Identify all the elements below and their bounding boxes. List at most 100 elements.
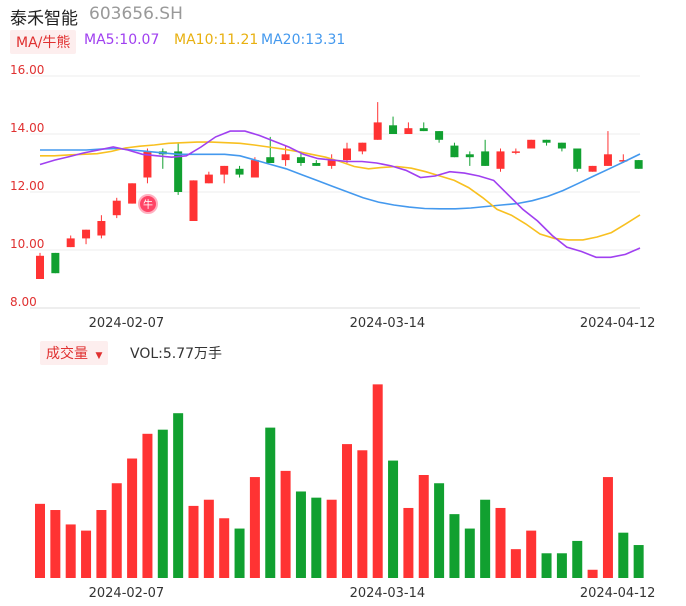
volume-bar (326, 499, 337, 578)
volume-bar (342, 444, 352, 578)
price-tick-label: 14.00 (10, 121, 44, 135)
candle-body (220, 165, 229, 175)
volume-bar (526, 530, 537, 578)
ma20-line (40, 147, 641, 210)
price-tick-label: 8.00 (10, 295, 37, 309)
volume-bar (633, 545, 644, 578)
candle-body (112, 200, 121, 216)
volume-bar (173, 413, 184, 578)
volume-bar (219, 518, 230, 578)
volume-toggle-label: 成交量 (46, 346, 88, 362)
candle-body (435, 131, 444, 140)
volume-bar (127, 458, 138, 578)
candle-body (36, 255, 44, 279)
ma20-legend: MA20:13.31 (261, 32, 346, 48)
ma5-line (39, 130, 641, 259)
candle-body (603, 154, 612, 166)
date-tick-label: 2024-02-07 (89, 316, 165, 331)
candle-body (343, 148, 351, 161)
volume-date-tick-label: 2024-04-12 (580, 586, 656, 601)
price-tick-label: 16.00 (10, 63, 44, 77)
candle-body (373, 122, 382, 140)
candle-body (66, 238, 75, 248)
candle-body (250, 160, 259, 178)
candle-body (557, 142, 566, 149)
candle-body (174, 151, 183, 192)
candle-body (588, 165, 597, 172)
candle-body (204, 174, 213, 184)
volume-bar (618, 532, 629, 578)
candle-body (281, 154, 290, 161)
candle-body (51, 252, 60, 274)
volume-bar (357, 450, 368, 578)
volume-bar (96, 510, 107, 578)
candle-body (573, 148, 582, 169)
candle-body (189, 180, 198, 221)
candle-body (527, 139, 536, 149)
bull-icon-circle (138, 194, 158, 214)
volume-bar (449, 514, 460, 578)
volume-bar (188, 505, 199, 578)
candle-body (358, 142, 367, 152)
volume-bar (464, 528, 475, 578)
ma5-legend: MA5:10.07 (84, 32, 160, 48)
volume-bar (587, 569, 598, 578)
volume-date-tick-label: 2024-03-14 (350, 586, 426, 601)
volume-bar (50, 510, 61, 578)
volume-bar (556, 553, 567, 578)
candle-body (450, 145, 459, 158)
volume-bar (111, 483, 122, 578)
volume-bar (249, 477, 260, 578)
candle-body (312, 163, 321, 166)
volume-bar (280, 470, 291, 578)
candle-body (542, 139, 551, 143)
price-tick-label: 12.00 (10, 179, 44, 193)
volume-bar (388, 460, 399, 578)
volume-toggle-button[interactable]: 成交量 ▼ (40, 341, 109, 365)
candle-body (296, 157, 305, 163)
date-tick-label: 2024-03-14 (350, 316, 426, 331)
candle-body (266, 157, 275, 163)
volume-bar (510, 549, 521, 578)
volume-date-tick-label: 2024-02-07 (89, 586, 165, 601)
volume-bar (372, 384, 383, 578)
volume-value: VOL:5.77万手 (130, 346, 223, 362)
volume-bar (81, 530, 92, 578)
candle-body (128, 183, 137, 204)
volume-bar (602, 477, 613, 578)
candle-body (619, 160, 628, 162)
candle-body (235, 168, 244, 175)
candle-body (389, 125, 398, 134)
ma-toggle-button[interactable]: MA/牛熊 (10, 30, 77, 54)
volume-bar (572, 540, 583, 578)
volume-bar (418, 475, 429, 578)
chevron-down-icon: ▼ (95, 351, 103, 361)
volume-bar (480, 499, 491, 578)
ma10-legend: MA10:11.21 (174, 32, 259, 48)
candle-body (327, 160, 336, 166)
volume-bar (434, 483, 445, 578)
volume-bar (234, 528, 245, 578)
volume-bar (65, 524, 76, 578)
volume-bar (35, 503, 45, 578)
volume-bar (495, 507, 506, 578)
volume-bar (541, 553, 552, 578)
candle-body (404, 128, 413, 134)
stock-code: 603656.SH (89, 4, 183, 24)
bull-icon[interactable]: 牛 (138, 194, 158, 214)
price-tick-label: 10.00 (10, 237, 44, 251)
candle-body (634, 160, 643, 169)
volume-bar (142, 433, 153, 578)
candle-body (97, 221, 106, 236)
volume-bar (157, 429, 168, 578)
date-tick-label: 2024-04-12 (580, 316, 656, 331)
volume-bar (403, 507, 414, 578)
bull-icon-glyph: 牛 (143, 198, 153, 211)
candle-body (511, 151, 520, 153)
candle-body (143, 151, 152, 178)
stock-name: 泰禾智能 (10, 9, 78, 29)
volume-bar (203, 499, 214, 578)
candle-body (496, 151, 505, 169)
volume-bar (295, 491, 306, 578)
